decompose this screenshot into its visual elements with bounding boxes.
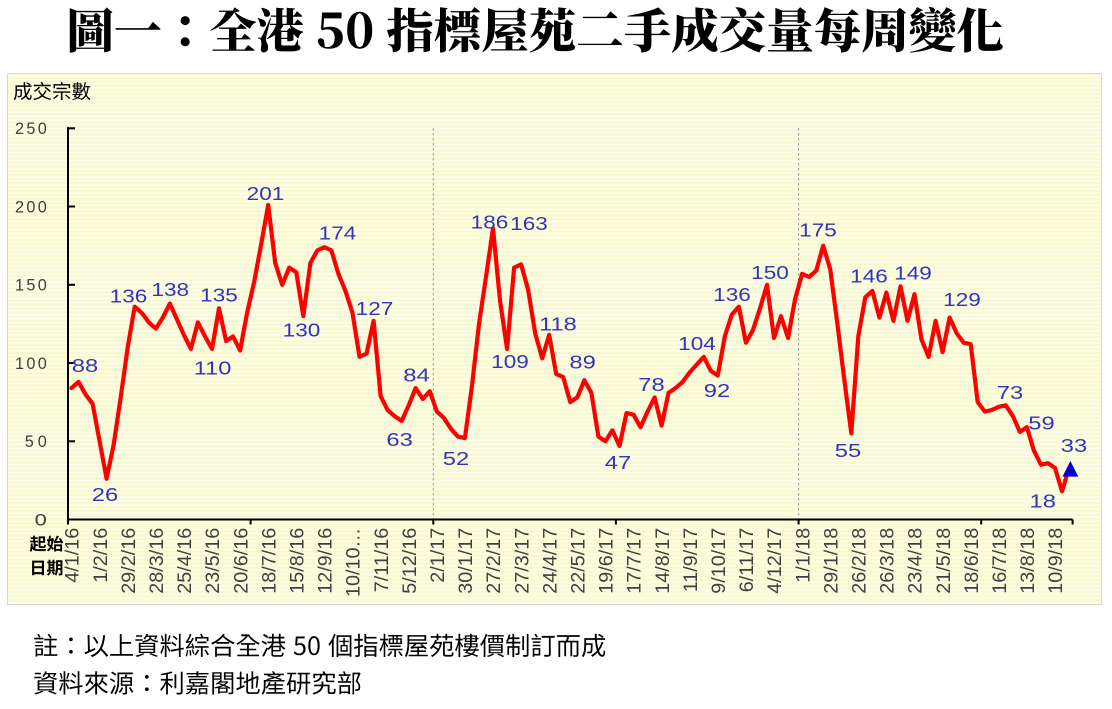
svg-text:2/1/17: 2/1/17: [427, 528, 449, 583]
svg-text:127: 127: [356, 298, 394, 319]
svg-text:27/3/17: 27/3/17: [511, 528, 533, 594]
svg-text:11/9/17: 11/9/17: [680, 528, 702, 592]
svg-text:30/1/17: 30/1/17: [455, 528, 477, 594]
svg-text:55: 55: [835, 440, 861, 461]
svg-text:1/1/18: 1/1/18: [792, 528, 814, 583]
svg-text:9/10/17: 9/10/17: [708, 528, 730, 594]
svg-text:28/3/16: 28/3/16: [146, 528, 168, 594]
svg-text:47: 47: [605, 452, 631, 473]
svg-text:174: 174: [319, 223, 357, 244]
svg-text:24/4/17: 24/4/17: [539, 528, 561, 594]
svg-text:175: 175: [799, 220, 837, 241]
svg-text:163: 163: [510, 213, 548, 234]
svg-text:129: 129: [943, 289, 981, 310]
svg-text:104: 104: [678, 333, 716, 354]
svg-text:20/6/16: 20/6/16: [230, 528, 252, 594]
svg-text:26/2/18: 26/2/18: [849, 528, 871, 594]
svg-text:18: 18: [1030, 491, 1056, 512]
svg-text:110: 110: [194, 358, 232, 379]
svg-text:14/8/17: 14/8/17: [652, 528, 674, 594]
svg-text:138: 138: [152, 279, 190, 300]
svg-text:88: 88: [72, 355, 98, 376]
svg-text:135: 135: [200, 285, 238, 306]
svg-text:59: 59: [1028, 413, 1054, 434]
svg-text:200: 200: [15, 198, 47, 216]
svg-text:100: 100: [15, 355, 47, 373]
svg-text:10/10…: 10/10…: [343, 528, 365, 597]
svg-text:78: 78: [638, 374, 664, 395]
svg-text:250: 250: [15, 120, 47, 138]
svg-text:150: 150: [751, 262, 789, 283]
svg-text:63: 63: [386, 429, 412, 450]
svg-text:118: 118: [539, 314, 577, 335]
svg-text:52: 52: [443, 448, 469, 469]
svg-text:17/7/17: 17/7/17: [624, 528, 646, 594]
svg-text:29/1/18: 29/1/18: [820, 528, 842, 594]
svg-text:27/2/17: 27/2/17: [483, 528, 505, 594]
svg-text:146: 146: [850, 266, 888, 287]
svg-text:21/5/18: 21/5/18: [933, 528, 955, 594]
svg-text:33: 33: [1061, 435, 1087, 456]
svg-text:149: 149: [894, 263, 932, 284]
svg-text:150: 150: [15, 277, 47, 295]
svg-text:89: 89: [569, 352, 595, 373]
svg-text:25/4/16: 25/4/16: [174, 528, 196, 594]
svg-text:186: 186: [471, 212, 509, 233]
svg-text:4/1/16: 4/1/16: [62, 528, 84, 583]
svg-text:26: 26: [92, 484, 118, 505]
svg-text:23/5/16: 23/5/16: [202, 528, 224, 594]
svg-text:18/7/16: 18/7/16: [258, 528, 280, 594]
svg-text:109: 109: [491, 351, 529, 372]
svg-text:16/7/18: 16/7/18: [989, 528, 1011, 594]
svg-text:130: 130: [283, 320, 321, 341]
svg-text:84: 84: [403, 365, 429, 386]
svg-text:136: 136: [713, 284, 751, 305]
svg-text:19/6/17: 19/6/17: [596, 528, 618, 594]
svg-text:29/2/16: 29/2/16: [118, 528, 140, 594]
svg-text:201: 201: [247, 183, 285, 204]
svg-text:10/9/18: 10/9/18: [1045, 528, 1067, 594]
svg-text:22/5/17: 22/5/17: [568, 528, 590, 594]
svg-text:0: 0: [35, 511, 47, 529]
svg-text:23/4/18: 23/4/18: [905, 528, 927, 594]
svg-text:7/11/16: 7/11/16: [371, 528, 393, 592]
svg-text:73: 73: [997, 382, 1023, 403]
svg-text:1/2/16: 1/2/16: [90, 528, 112, 583]
svg-text:5/12/16: 5/12/16: [399, 528, 421, 594]
svg-text:18/6/18: 18/6/18: [961, 528, 983, 594]
svg-text:15/8/16: 15/8/16: [287, 528, 309, 594]
svg-text:92: 92: [704, 380, 730, 401]
svg-text:12/9/16: 12/9/16: [315, 528, 337, 594]
svg-text:136: 136: [110, 286, 148, 307]
svg-text:4/12/17: 4/12/17: [764, 528, 786, 594]
svg-text:13/8/18: 13/8/18: [1017, 528, 1039, 594]
svg-text:6/11/17: 6/11/17: [736, 528, 758, 592]
svg-text:26/3/18: 26/3/18: [877, 528, 899, 594]
